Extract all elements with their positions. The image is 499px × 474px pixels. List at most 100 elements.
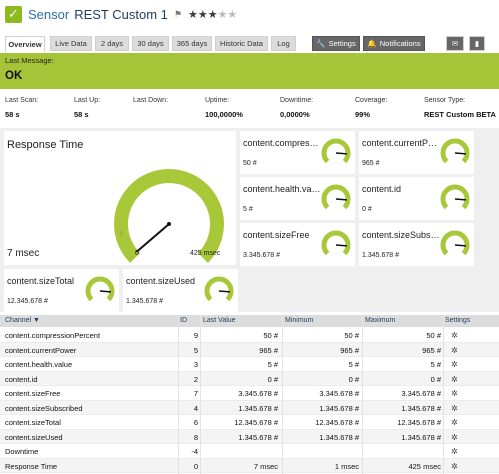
table-row[interactable]: content.currentPower 5 965 # 965 # 965 # ✲ — [0, 342, 499, 357]
channel-id: 9 — [193, 331, 198, 340]
mini-gauge — [85, 276, 115, 302]
gauge-tile[interactable]: content.compres… 50 # — [240, 131, 355, 174]
channel-settings-icon[interactable]: ✲ — [451, 461, 458, 471]
flag-icon[interactable]: ⚑ — [173, 8, 182, 19]
gauge-tile[interactable]: content.currentP… 965 # — [359, 131, 474, 174]
mini-gauge-track — [321, 230, 351, 256]
stat-label: Coverage: — [355, 97, 388, 104]
mini-gauge — [321, 184, 351, 210]
table-row[interactable]: content.sizeUsed 8 1.345.678 # 1.345.678 # 1… — [0, 429, 499, 444]
channel-id: 0 — [193, 461, 198, 471]
col-maximum[interactable]: Maximum — [365, 317, 396, 324]
gauge-tile-title: content.currentP… — [362, 138, 438, 148]
channel-settings-icon[interactable]: ✲ — [451, 345, 458, 355]
priority-stars[interactable]: ★★★★★ — [188, 8, 237, 21]
table-row[interactable]: content.id 2 0 # 0 # 0 # ✲ — [0, 371, 499, 386]
channel-settings-icon[interactable]: ✲ — [451, 360, 458, 369]
tab-30-days[interactable]: 30 days — [132, 36, 169, 51]
gauge-tile[interactable]: content.sizeUsed 1.345.678 # — [123, 269, 238, 312]
channel-settings-icon[interactable]: ✲ — [451, 331, 458, 340]
gauge-tile[interactable]: content.id 0 # — [359, 177, 474, 220]
primary-gauge — [114, 169, 224, 263]
gauge-tile[interactable]: content.sizeSubs… 1.345.678 # — [359, 223, 474, 266]
channel-settings-icon[interactable]: ✲ — [451, 403, 458, 413]
mini-gauge — [321, 138, 351, 164]
stat-label: Last Down: — [133, 97, 169, 104]
channel-maximum: 12.345.678 # — [397, 418, 441, 427]
stat-label: Uptime: — [205, 97, 230, 104]
primary-gauge-title: Response Time — [7, 139, 84, 151]
column-divider — [282, 315, 283, 474]
tab-historic-data[interactable]: Historic Data — [215, 36, 268, 51]
gauge-tile[interactable]: content.sizeTotal 12.345.678 # — [4, 269, 119, 312]
tab-settings-label: Settings — [328, 39, 356, 48]
col-last-value[interactable]: Last Value — [203, 317, 236, 324]
primary-gauge-low-mark: 9 — [120, 231, 123, 237]
mini-gauge-needle — [454, 198, 467, 201]
table-row[interactable]: Downtime -4 ✲ — [0, 444, 499, 459]
stat-label: Downtime: — [280, 97, 314, 104]
mini-gauge-needle — [335, 152, 348, 155]
table-row[interactable]: content.sizeTotal 6 12.345.678 # 12.345.678… — [0, 415, 499, 430]
trash-icon: ▮ — [474, 39, 480, 48]
channel-name[interactable]: Downtime — [5, 447, 39, 456]
channel-name[interactable]: content.sizeTotal — [5, 418, 61, 427]
tab-log[interactable]: Log — [271, 36, 296, 51]
channel-settings-icon[interactable]: ✲ — [451, 432, 458, 442]
bell-icon: 🔔 — [367, 39, 377, 48]
gauge-tile-value: 0 # — [362, 206, 372, 213]
column-divider — [178, 315, 179, 474]
stat-value: 58 s — [5, 110, 20, 119]
primary-gauge-value: 7 msec — [7, 248, 40, 259]
stat-label: Sensor Type: — [424, 97, 466, 104]
mini-gauge — [440, 230, 470, 256]
col-minimum[interactable]: Minimum — [285, 317, 314, 324]
title-prefix: Sensor — [28, 6, 70, 22]
table-row[interactable]: content.compressionPercent 9 50 # 50 # 50 # ✲ — [0, 328, 499, 343]
channel-settings-icon[interactable]: ✲ — [451, 374, 458, 384]
channel-settings-icon[interactable]: ✲ — [451, 389, 458, 398]
mini-gauge-needle — [335, 244, 348, 247]
col-channel[interactable]: Channel ▼ — [5, 317, 40, 324]
table-row[interactable]: content.health.value 3 5 # 5 # 5 # ✲ — [0, 357, 499, 372]
channel-name[interactable]: content.sizeFree — [5, 389, 61, 398]
channel-name[interactable]: content.sizeUsed — [5, 432, 63, 442]
column-divider — [443, 315, 444, 474]
table-row[interactable]: Response Time 0 7 msec 1 msec 425 msec ✲ — [0, 458, 499, 473]
channel-last-value: 50 # — [263, 331, 278, 340]
tab-live-data[interactable]: Live Data — [50, 36, 92, 51]
channel-settings-icon[interactable]: ✲ — [451, 447, 458, 456]
gauge-tile-value: 50 # — [243, 160, 257, 167]
col-id[interactable]: ID — [180, 317, 187, 324]
channel-name[interactable]: content.sizeSubscribed — [5, 403, 83, 413]
table-row[interactable]: content.sizeSubscribed 4 1.345.678 # 1.345.… — [0, 400, 499, 415]
gauge-tile[interactable]: content.health.va… 5 # — [240, 177, 355, 220]
gauge-area: Response Time 9 7 msec 0 425 msec conten… — [0, 128, 499, 312]
tab-notifications[interactable]: 🔔 Notifications — [363, 36, 425, 51]
comment-button[interactable]: ✉ — [446, 36, 464, 51]
delete-button[interactable]: ▮ — [469, 36, 485, 51]
tab-settings[interactable]: 🔧 Settings — [312, 36, 360, 51]
channel-name[interactable]: content.id — [5, 374, 38, 384]
tab-2-days[interactable]: 2 days — [95, 36, 129, 51]
tab-365-days[interactable]: 365 days — [172, 36, 212, 51]
stat-value: 100,0000% — [205, 110, 243, 119]
primary-gauge-tile[interactable]: Response Time 9 7 msec 0 425 msec — [4, 131, 236, 265]
channel-minimum: 50 # — [344, 331, 359, 340]
stat-label: Last Scan: — [5, 97, 39, 104]
mini-gauge-needle — [99, 290, 112, 293]
channel-name[interactable]: content.health.value — [5, 360, 73, 369]
tab-overview[interactable]: Overview — [5, 36, 45, 52]
channel-maximum: 5 # — [430, 360, 441, 369]
channel-name[interactable]: content.compressionPercent — [5, 331, 101, 340]
primary-gauge-max: 425 msec — [190, 250, 221, 257]
channel-last-value: 3.345.678 # — [238, 389, 278, 398]
star-empty-icon[interactable]: ★★ — [217, 8, 238, 21]
table-row[interactable]: content.sizeFree 7 3.345.678 # 3.345.678 # 3… — [0, 386, 499, 401]
gauge-tile-title: content.compres… — [243, 138, 319, 148]
channel-settings-icon[interactable]: ✲ — [451, 418, 458, 427]
gauge-tile[interactable]: content.sizeFree 3.345.678 # — [240, 223, 355, 266]
channel-name[interactable]: Response Time — [5, 461, 58, 471]
channel-name[interactable]: content.currentPower — [5, 345, 77, 355]
star-filled-icon[interactable]: ★★★ — [187, 8, 218, 21]
